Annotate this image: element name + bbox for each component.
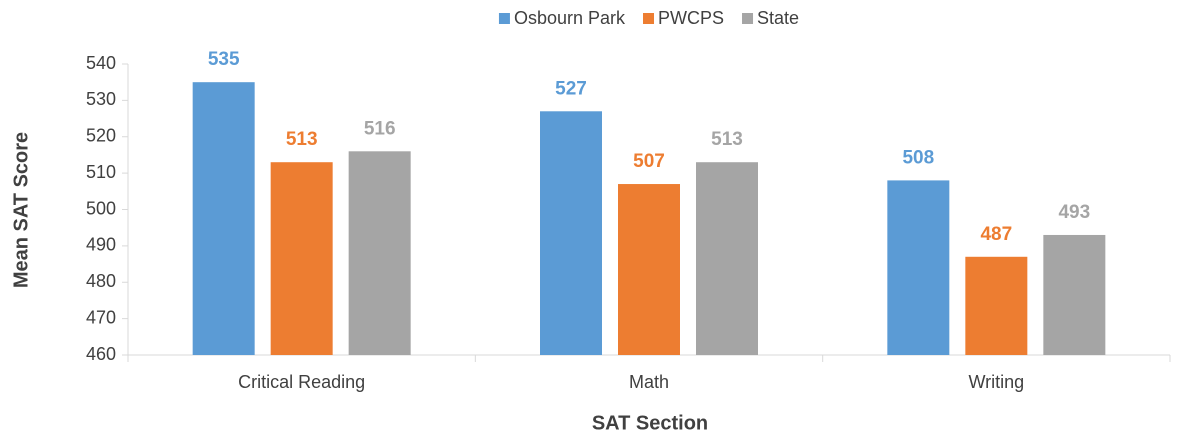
legend-label: State [757, 8, 799, 28]
y-tick-label: 470 [86, 307, 116, 327]
value-label: 513 [711, 129, 743, 150]
value-label: 507 [633, 151, 665, 172]
y-tick-label: 460 [86, 344, 116, 364]
bar [540, 111, 602, 355]
x-tick-label: Critical Reading [238, 372, 365, 392]
bar [1043, 234, 1106, 355]
bar [192, 82, 255, 355]
y-tick-label: 500 [86, 198, 116, 218]
y-tick-label: 520 [86, 126, 116, 146]
y-tick-label: 510 [86, 162, 116, 182]
bar [348, 151, 411, 355]
y-tick-label: 480 [86, 271, 116, 291]
bar [696, 162, 758, 355]
y-tick-label: 540 [86, 53, 116, 73]
bar [618, 184, 680, 355]
x-tick-label: Math [629, 372, 669, 392]
legend-swatch [742, 13, 754, 24]
value-label: 513 [286, 129, 318, 150]
legend-label: Osbourn Park [514, 8, 626, 28]
y-tick-label: 530 [86, 89, 116, 109]
legend-swatch [643, 13, 655, 24]
legend-label: PWCPS [658, 8, 724, 28]
value-label: 508 [902, 147, 934, 168]
x-tick-label: Writing [968, 372, 1024, 392]
value-label: 516 [364, 118, 396, 139]
bar [887, 180, 950, 355]
bar [965, 256, 1028, 355]
x-axis-title: SAT Section [592, 412, 708, 434]
value-label: 493 [1058, 202, 1090, 223]
value-label: 535 [208, 49, 240, 70]
y-axis-title: Mean SAT Score [10, 132, 32, 288]
bar [270, 162, 333, 355]
value-label: 527 [555, 78, 587, 99]
value-label: 487 [980, 224, 1012, 245]
y-tick-label: 490 [86, 235, 116, 255]
legend-swatch [498, 13, 510, 24]
